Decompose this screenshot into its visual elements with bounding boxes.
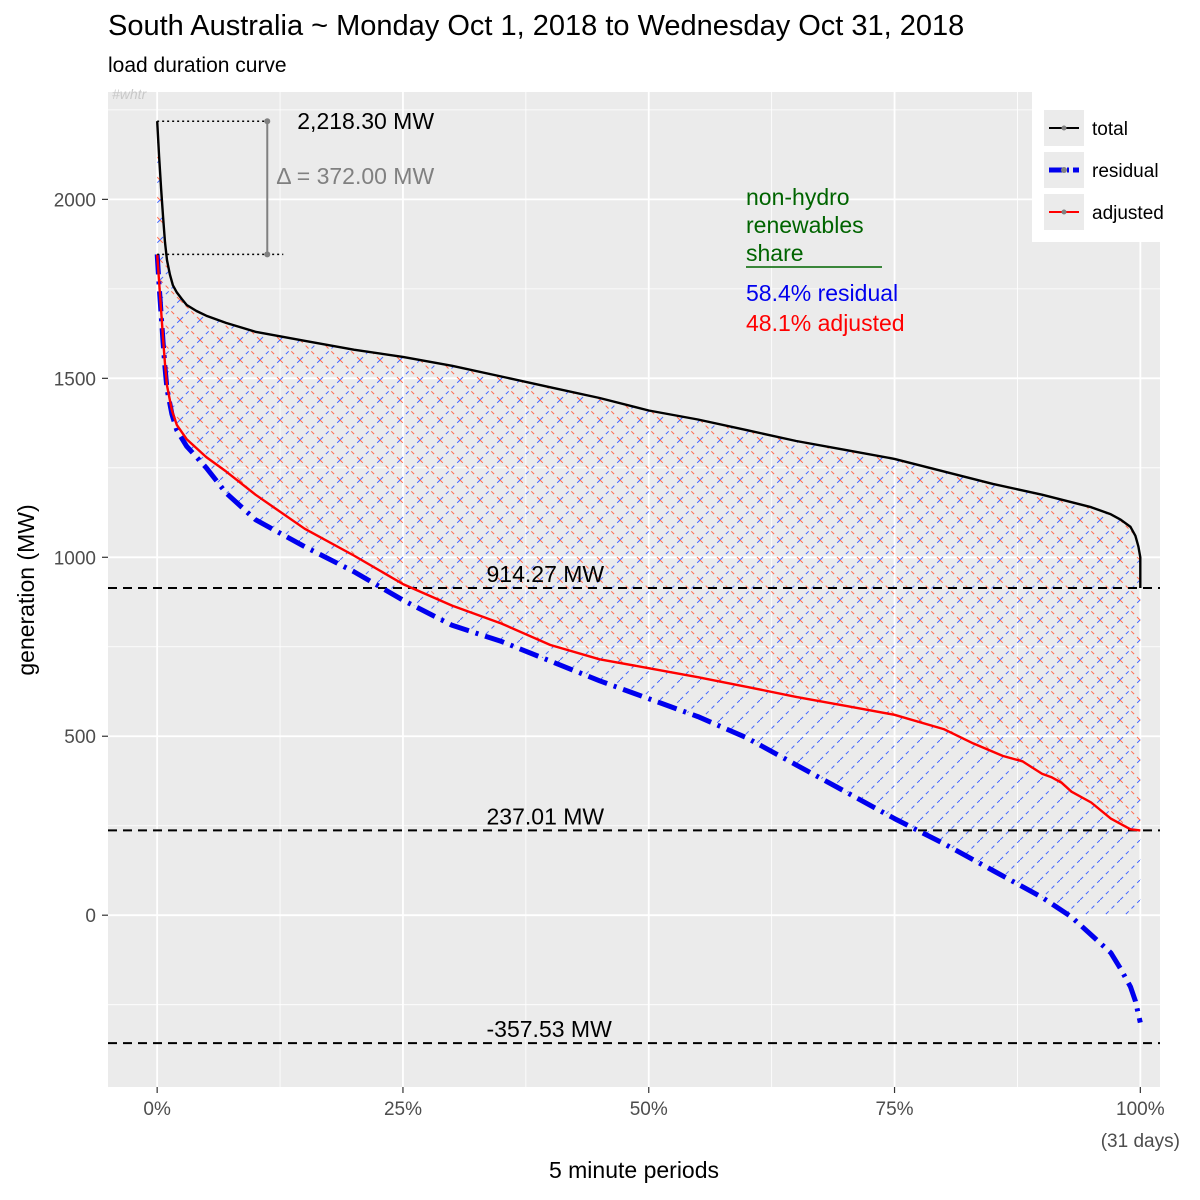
y-tick-label: 1500 [54, 369, 96, 390]
renewables-share-annotation: non-hydro renewables share 58.4% residua… [746, 184, 905, 336]
reference-label-1: 237.01 MW [487, 803, 605, 829]
legend: total residual adjusted [1032, 86, 1184, 242]
share-residual-label: 58.4% residual [746, 280, 898, 306]
series-lines [154, 121, 1143, 1024]
reference-lines: 914.27 MW 237.01 MW -357.53 MW [108, 561, 1160, 1045]
y-axis-ticks: 0 500 1000 1500 2000 [54, 190, 108, 927]
peak-top-label: 2,218.30 MW [297, 108, 434, 134]
x-tick-label: 100% [1116, 1099, 1165, 1120]
reference-label-2: -357.53 MW [487, 1016, 613, 1042]
peak-delta-label: Δ = 372.00 MW [276, 163, 434, 189]
y-tick-label: 0 [85, 906, 96, 927]
peak-top-dot [264, 118, 271, 125]
legend-label-adjusted: adjusted [1092, 203, 1164, 224]
x-tick-label: 0% [143, 1099, 171, 1120]
peak-bottom-dot [264, 251, 271, 258]
x-tick-label-days: (31 days) [1101, 1131, 1180, 1152]
chart-subtitle: load duration curve [108, 54, 287, 77]
x-axis-ticks: 0% 25% 50% 75% 100% (31 days) [143, 1087, 1180, 1152]
y-axis-title: generation (MW) [13, 504, 39, 675]
series-line-total [156, 121, 1142, 588]
annotations: 2,218.30 MW Δ = 372.00 MW [157, 108, 434, 258]
y-tick-label: 500 [64, 727, 96, 748]
legend-key-total-dot [1061, 125, 1067, 131]
y-tick-label: 1000 [54, 548, 96, 569]
x-axis-title: 5 minute periods [549, 1157, 719, 1183]
y-tick-label: 2000 [54, 190, 96, 211]
legend-label-total: total [1092, 119, 1128, 140]
legend-key-adjusted-dot [1061, 209, 1067, 215]
x-tick-label: 75% [876, 1099, 914, 1120]
x-tick-label: 25% [384, 1099, 422, 1120]
share-adjusted-label: 48.1% adjusted [746, 310, 905, 336]
adjusted-share-area [157, 121, 1141, 831]
chart-title: South Australia ~ Monday Oct 1, 2018 to … [108, 10, 964, 42]
legend-label-residual: residual [1092, 161, 1159, 182]
series-line-adjusted [156, 254, 1141, 832]
hatched-areas [157, 121, 1141, 916]
watermark: #whtr [112, 86, 148, 102]
legend-key-residual-dot [1061, 167, 1067, 173]
reference-label-0: 914.27 MW [487, 561, 605, 587]
x-tick-label: 50% [630, 1099, 668, 1120]
share-heading-line-1: non-hydro [746, 184, 850, 210]
share-heading-line-3: share [746, 240, 804, 266]
share-heading-line-2: renewables [746, 212, 864, 238]
